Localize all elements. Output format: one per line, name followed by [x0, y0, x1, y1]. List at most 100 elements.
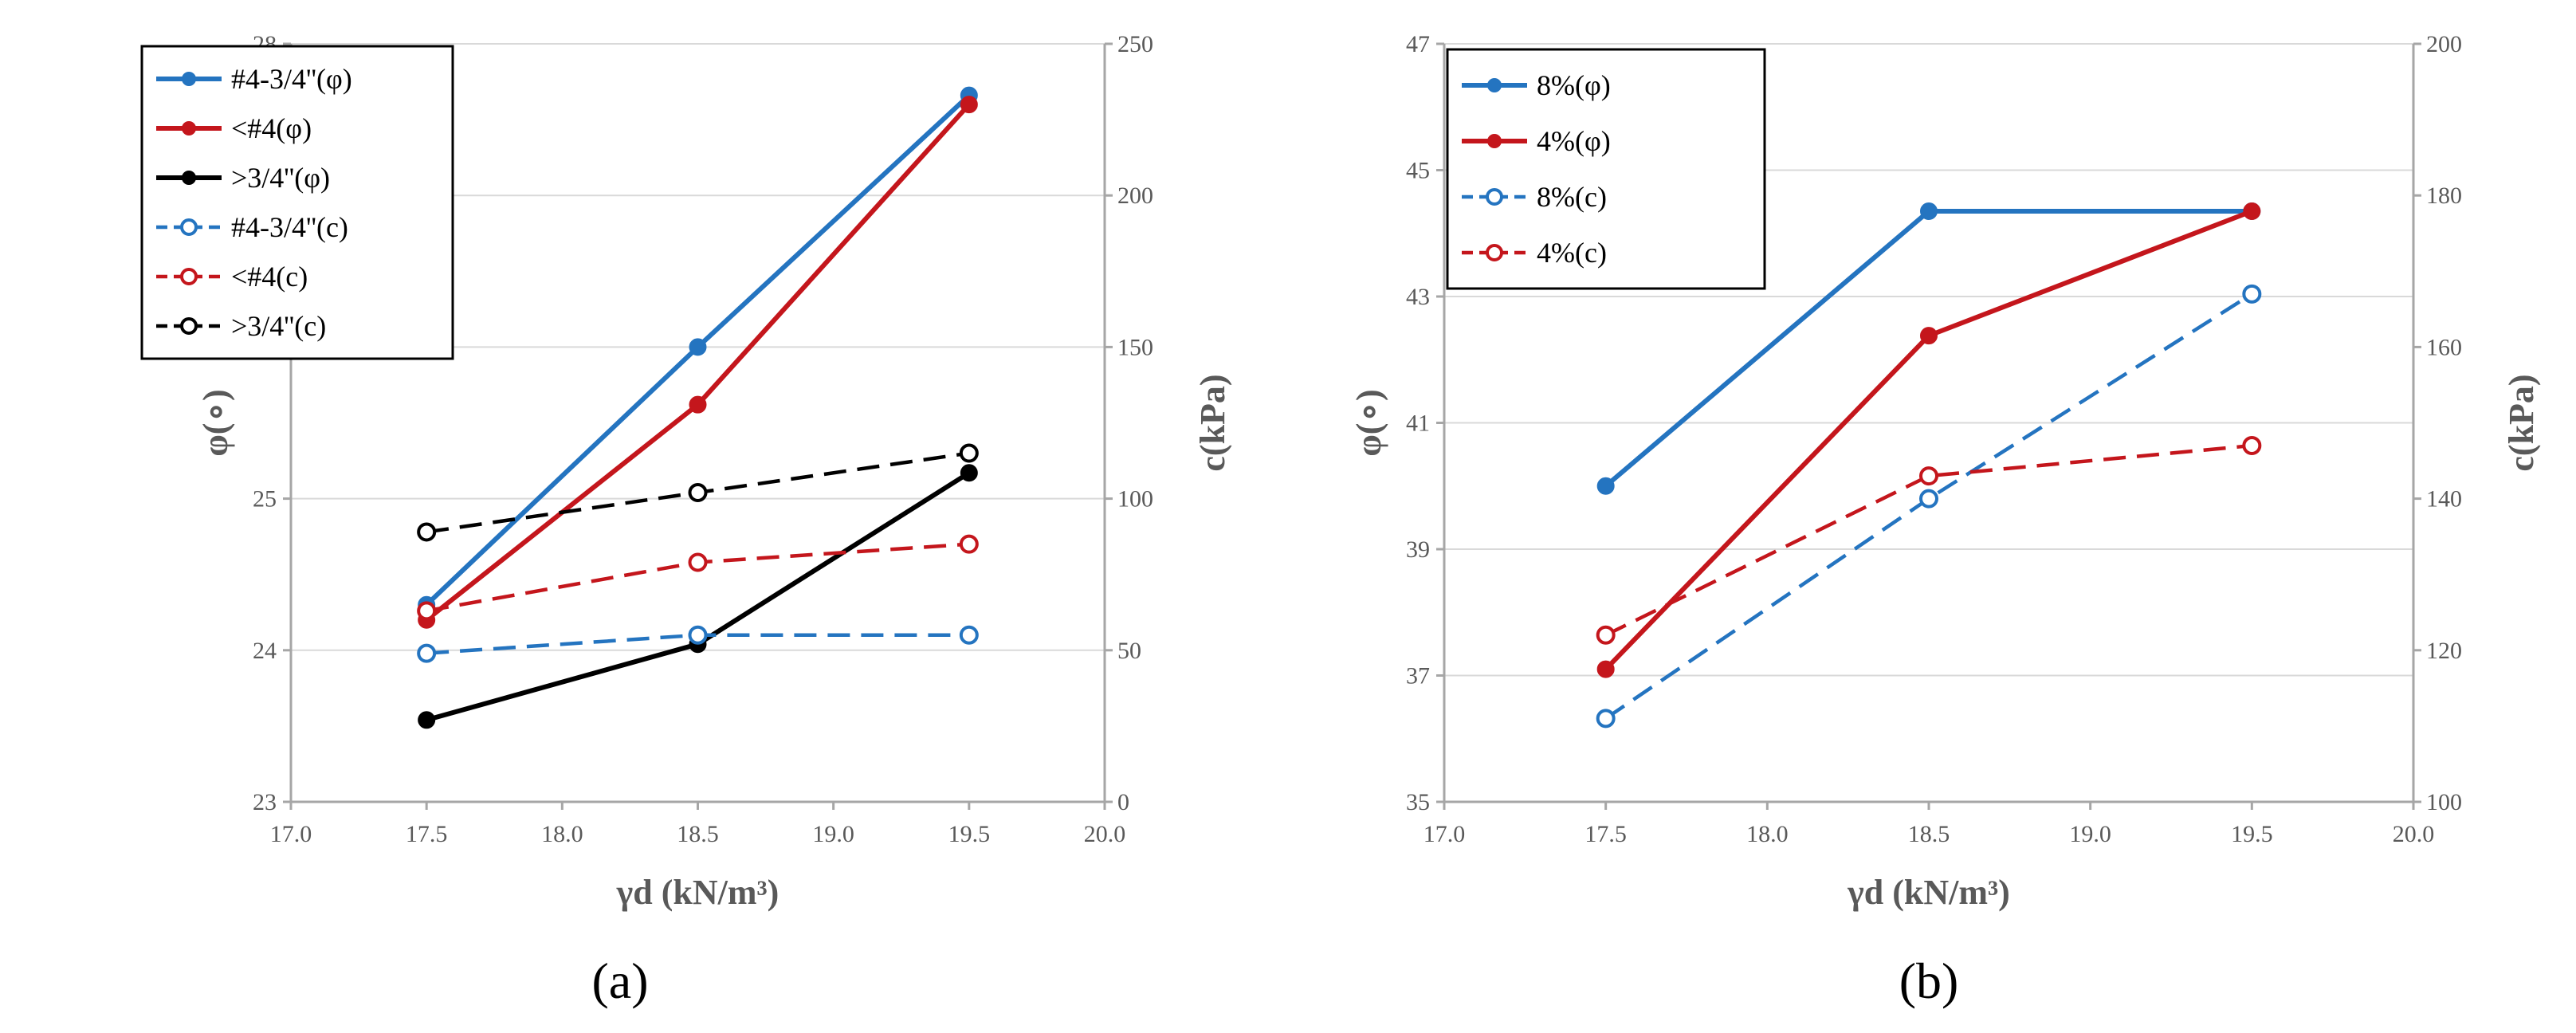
x-tick-label: 18.0 — [541, 821, 583, 847]
x-tick-label: 18.5 — [677, 821, 719, 847]
legend-label: <#4(c) — [231, 261, 308, 293]
legend-item: >3/4''(c) — [156, 310, 326, 342]
y-left-tick-label: 43 — [1406, 284, 1430, 310]
legend-label: >3/4''(c) — [231, 310, 326, 342]
y-left-tick-label: 37 — [1406, 663, 1430, 689]
data-point — [1919, 466, 1938, 486]
x-tick-label: 17.5 — [1584, 821, 1627, 847]
y-right-tick-label: 0 — [1117, 789, 1129, 815]
data-point — [2242, 284, 2262, 304]
series-5 — [417, 443, 979, 542]
legend-swatch-marker — [180, 268, 198, 285]
data-point — [418, 711, 436, 729]
legend-item: #4-3/4''(c) — [156, 211, 348, 243]
y-left-tick-label: 25 — [253, 486, 277, 513]
y-left-tick-label: 24 — [253, 638, 277, 664]
data-point — [689, 338, 707, 356]
series-1 — [1596, 202, 2261, 678]
legend-box — [140, 45, 454, 360]
legend-item: <#4(c) — [156, 261, 308, 293]
data-point — [688, 552, 708, 572]
chart-panel-a: 23242526272805010015020025017.017.518.01… — [140, 31, 1232, 1009]
data-point — [1920, 202, 1938, 221]
x-tick-label: 19.5 — [2231, 821, 2273, 847]
legend-swatch-marker — [182, 121, 196, 136]
legend-item: 8%(φ) — [1462, 69, 1611, 101]
legend-label: 4%(c) — [1537, 237, 1607, 269]
y-right-tick-label: 150 — [1117, 334, 1153, 360]
y-right-tick-label: 250 — [1117, 31, 1153, 57]
data-point — [417, 643, 437, 663]
data-point — [1919, 489, 1938, 509]
x-tick-label: 19.0 — [2069, 821, 2111, 847]
y-left-tick-label: 23 — [253, 789, 277, 815]
x-tick-label: 19.5 — [948, 821, 991, 847]
series-0 — [418, 86, 978, 614]
legend-label: <#4(φ) — [231, 112, 312, 144]
series-2 — [1596, 284, 2262, 729]
data-point — [417, 522, 437, 542]
y-left-tick-label: 45 — [1406, 158, 1430, 184]
series-line — [425, 103, 972, 623]
legend-label: 8%(φ) — [1537, 69, 1611, 101]
y-left-tick-label: 47 — [1406, 31, 1430, 57]
series-line — [1604, 292, 2253, 721]
data-point — [1596, 625, 1616, 645]
data-point — [960, 96, 978, 114]
legend-swatch-marker — [182, 171, 196, 185]
x-tick-label: 18.5 — [1908, 821, 1950, 847]
data-point — [688, 625, 708, 645]
y-right-tick-label: 200 — [2426, 31, 2462, 57]
legend-swatch-marker — [180, 317, 198, 335]
data-point — [1596, 660, 1615, 678]
legend-label: #4-3/4''(c) — [231, 211, 348, 243]
x-tick-label: 17.0 — [270, 821, 312, 847]
x-tick-label: 19.0 — [812, 821, 854, 847]
y-axis-left-title: φ(∘) — [196, 389, 235, 456]
y-right-tick-label: 50 — [1117, 638, 1141, 664]
x-tick-label: 17.5 — [406, 821, 448, 847]
x-tick-label: 20.0 — [1084, 821, 1126, 847]
legend-item: 4%(c) — [1462, 237, 1607, 269]
legend-item: <#4(φ) — [156, 112, 312, 144]
panel-label: (b) — [1899, 952, 1959, 1009]
data-point — [1920, 327, 1938, 345]
panel-label: (a) — [591, 952, 648, 1009]
legend-label: 4%(φ) — [1537, 125, 1611, 157]
x-axis-title: γd (kN/m³) — [616, 873, 779, 912]
y-right-tick-label: 120 — [2426, 638, 2462, 664]
legend-swatch-marker — [1487, 78, 1502, 92]
x-tick-label: 20.0 — [2393, 821, 2435, 847]
series-3 — [1596, 436, 2262, 645]
data-point — [959, 443, 979, 463]
y-left-tick-label: 39 — [1406, 536, 1430, 563]
y-left-tick-label: 41 — [1406, 410, 1430, 437]
y-right-tick-label: 100 — [2426, 789, 2462, 815]
legend-swatch-marker — [180, 218, 198, 236]
data-point — [2243, 202, 2261, 221]
y-right-tick-label: 200 — [1117, 183, 1153, 209]
y-right-tick-label: 100 — [1117, 486, 1153, 513]
x-axis-title: γd (kN/m³) — [1847, 873, 2010, 912]
y-right-tick-label: 180 — [2426, 183, 2462, 209]
legend-item: #4-3/4''(φ) — [156, 63, 352, 95]
x-tick-label: 17.0 — [1423, 821, 1466, 847]
legend-label: >3/4''(φ) — [231, 162, 330, 194]
data-point — [960, 464, 978, 482]
y-right-tick-label: 140 — [2426, 486, 2462, 513]
series-3 — [417, 625, 979, 663]
series-4 — [417, 534, 979, 621]
legend-item: 4%(φ) — [1462, 125, 1611, 157]
x-tick-label: 18.0 — [1746, 821, 1789, 847]
y-right-tick-label: 160 — [2426, 334, 2462, 360]
series-line — [1604, 443, 2252, 637]
legend-swatch-marker — [182, 72, 196, 86]
data-point — [1596, 709, 1616, 729]
legend: #4-3/4''(φ) <#4(φ) >3/4''(φ) #4-3/4''(c) <#4… — [140, 45, 454, 360]
chart-panel-b: 35 37 39 41 43 45 47 100 120 140 160 180 200 17.0 17.5… — [1349, 31, 2541, 1009]
data-point — [2242, 436, 2262, 456]
legend-swatch-marker — [1487, 134, 1502, 148]
y-axis-left-title: φ(∘) — [1349, 389, 1388, 456]
data-point — [1596, 477, 1615, 495]
